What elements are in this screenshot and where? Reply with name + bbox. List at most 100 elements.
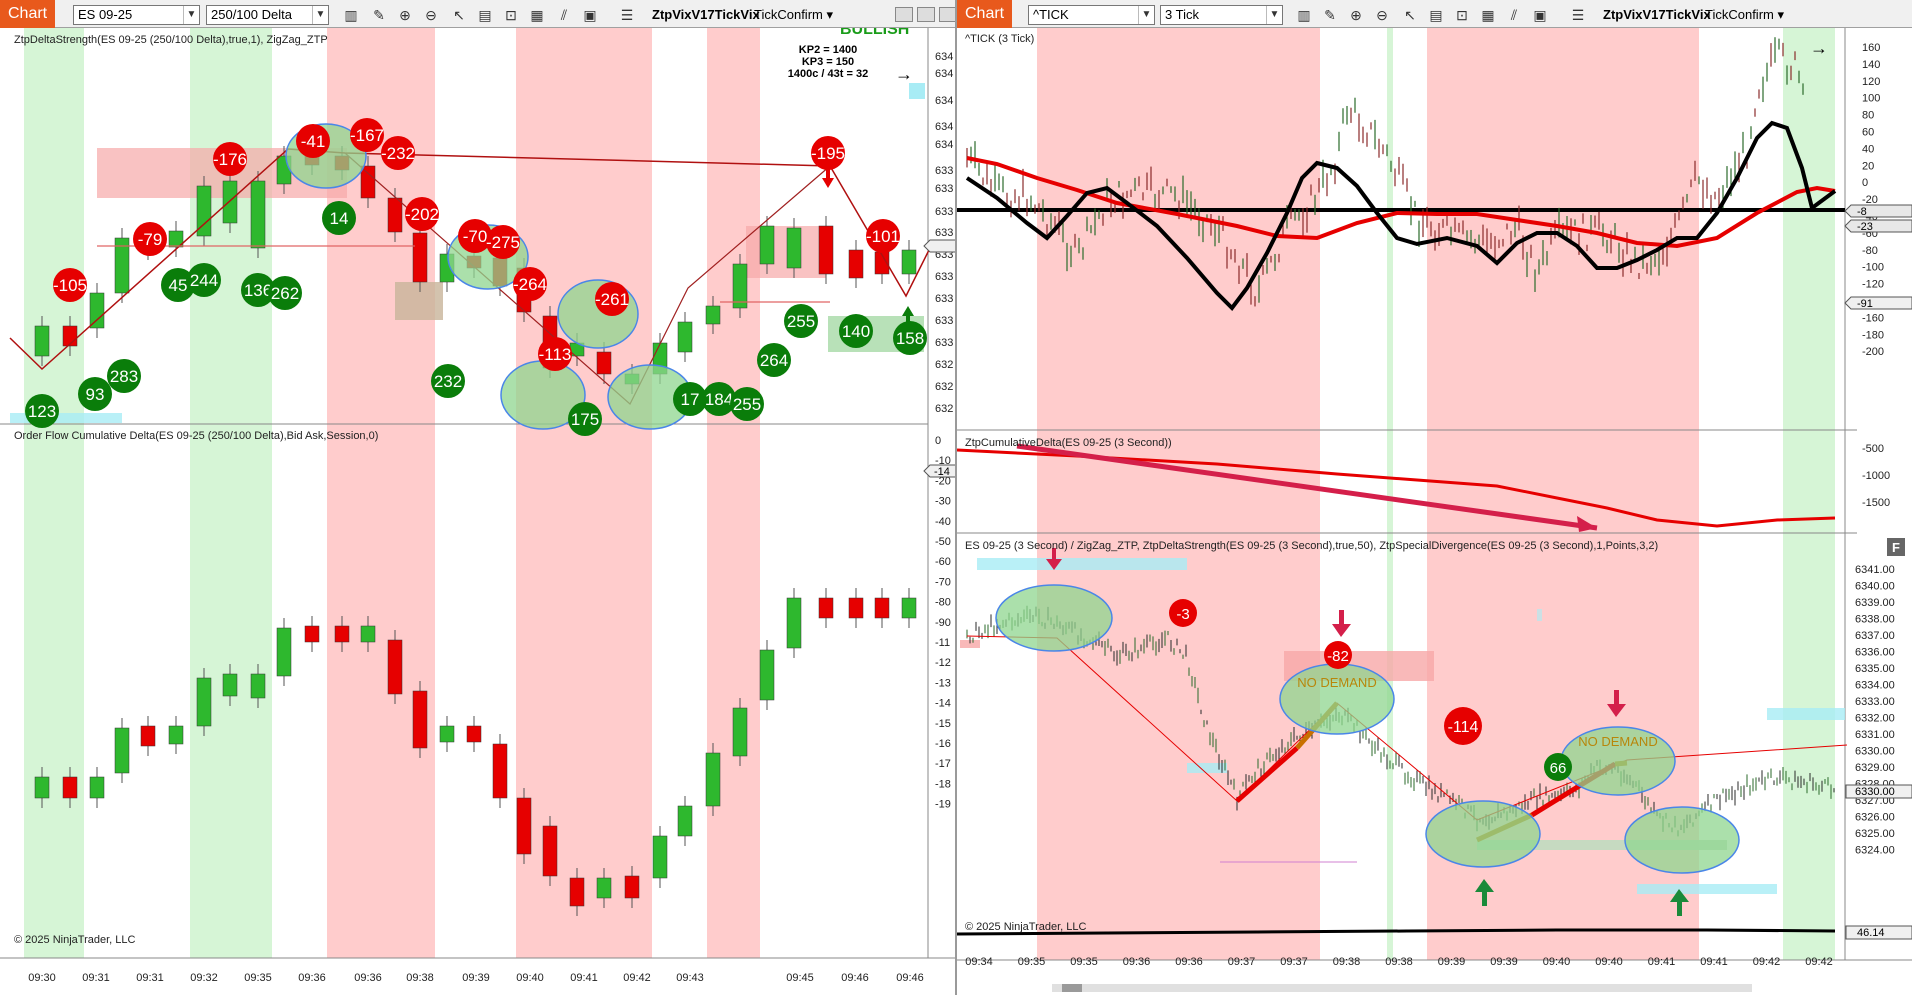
- green-delta-bubble: [702, 382, 736, 416]
- period-selector-left[interactable]: 250/100 Delta ▼: [206, 5, 329, 25]
- panel1-label: ^TICK (3 Tick): [965, 33, 1034, 45]
- f-button-label: F: [1892, 540, 1900, 555]
- horizontal-scrollbar[interactable]: [1052, 984, 1752, 992]
- chevron-down-icon: ▼: [183, 6, 199, 24]
- tick-axis-label: 120: [1862, 76, 1880, 88]
- data-box-icon[interactable]: ▤: [478, 7, 492, 23]
- zoom-in-icon[interactable]: ⊕: [1350, 7, 1362, 23]
- zoom-out-icon[interactable]: ⊖: [425, 7, 437, 23]
- delta-bubble-value: -82: [1327, 648, 1349, 665]
- strategies-icon[interactable]: ⫽: [1510, 7, 1518, 23]
- cumdelta-axis-label: -1500: [1862, 497, 1890, 509]
- navigate-right-icon[interactable]: →: [1810, 38, 1828, 58]
- delta-bubble-value: 66: [1550, 760, 1567, 777]
- instrument-selector-left[interactable]: ES 09-25 ▼: [73, 5, 200, 25]
- properties-icon[interactable]: ▣: [1533, 7, 1547, 23]
- time-tick-label: 09:35: [1018, 956, 1046, 968]
- candle-body: [89, 776, 105, 799]
- time-tick-label: 09:41: [570, 972, 598, 984]
- price-tick-label: 632: [935, 381, 953, 393]
- price-tick-label: 633: [935, 227, 953, 239]
- template-mode: TickConfirm: [1705, 7, 1774, 22]
- time-tick-label: 09:38: [1333, 956, 1361, 968]
- price-axis-label: 6324.00: [1855, 845, 1895, 857]
- time-tick-label: 09:46: [896, 972, 924, 984]
- price-axis-label: 6329.00: [1855, 762, 1895, 774]
- chevron-down-icon: ▼: [1266, 6, 1282, 24]
- pointer-icon[interactable]: ↖: [1404, 7, 1416, 23]
- red-delta-bubble: [133, 222, 167, 256]
- supply-zone: [746, 226, 826, 278]
- price-tick-label: 633: [935, 271, 953, 283]
- green-delta-value: 262: [271, 284, 299, 303]
- data-box-icon[interactable]: ▤: [1429, 7, 1443, 23]
- close-button[interactable]: [939, 7, 955, 22]
- green-delta-value: 255: [733, 395, 761, 414]
- instrument-selector-right[interactable]: ^TICK ▼: [1028, 5, 1155, 25]
- price-tick-label: 633: [935, 183, 953, 195]
- chart-tab-right[interactable]: Chart: [957, 0, 1013, 28]
- pointer-icon[interactable]: ↖: [453, 7, 465, 23]
- chart-trader-icon[interactable]: ⊡: [1456, 7, 1468, 23]
- bear-zone: [1037, 28, 1320, 960]
- green-delta-bubble: [322, 201, 356, 235]
- tick-axis-label: 60: [1862, 127, 1874, 139]
- template-mode-dropdown[interactable]: TickConfirm ▾: [754, 7, 833, 22]
- period-selector-right[interactable]: 3 Tick ▼: [1160, 5, 1283, 25]
- delta-bubble: [1169, 599, 1197, 627]
- pencil-icon[interactable]: ✎: [1324, 7, 1336, 23]
- delta-tick-label: -18: [935, 778, 951, 790]
- properties-icon[interactable]: ▣: [583, 7, 597, 23]
- candle-body: [334, 625, 350, 643]
- zoom-in-icon[interactable]: ⊕: [399, 7, 411, 23]
- time-tick-label: 09:34: [965, 956, 993, 968]
- cumulative-delta-candles: [34, 588, 917, 916]
- time-tick-label: 09:37: [1280, 956, 1308, 968]
- candle-body: [596, 351, 612, 375]
- bar-type-icon[interactable]: ▥: [344, 7, 358, 23]
- indicators-icon[interactable]: ▦: [530, 7, 544, 23]
- pencil-icon[interactable]: ✎: [373, 7, 385, 23]
- candle-body: [677, 805, 693, 837]
- strategies-icon[interactable]: ⫽: [560, 7, 568, 23]
- down-arrow-icon: [1332, 610, 1351, 637]
- indicators-icon[interactable]: ▦: [1481, 7, 1495, 23]
- cumdelta-axis: -500 -1000 -1500: [1862, 443, 1890, 509]
- minimize-button[interactable]: [895, 7, 913, 22]
- chart-tab-left[interactable]: Chart: [0, 0, 56, 28]
- delta-bubble: [1544, 753, 1572, 781]
- candle-body: [786, 597, 802, 649]
- candle-body: [360, 165, 376, 199]
- template-mode-dropdown[interactable]: TickConfirm ▾: [1705, 7, 1784, 22]
- tick-axis-label: -80: [1862, 245, 1878, 257]
- tick-axis-label: -20: [1862, 194, 1878, 206]
- candle-body: [652, 835, 668, 879]
- menu-icon[interactable]: ☰: [620, 7, 634, 23]
- time-axis: 09:34 09:35 09:35 09:36 09:36 09:37 09:37 09:38…: [965, 956, 1833, 968]
- bar-type-icon[interactable]: ▥: [1297, 7, 1311, 23]
- red-delta-bubble: [213, 142, 247, 176]
- right-chart-canvas[interactable]: → NO DEMAND NO DEMAND: [957, 28, 1912, 995]
- candle-body: [360, 625, 376, 643]
- maximize-button[interactable]: [917, 7, 935, 22]
- green-delta-bubble: [161, 268, 195, 302]
- delta-tick-label: -13: [935, 677, 951, 689]
- left-chart-canvas[interactable]: → -105-79-176-41 -167-232-202-70-275-264-…: [0, 28, 957, 995]
- red-delta-value: -105: [53, 276, 87, 295]
- price-axis-label: 6338.00: [1855, 614, 1895, 626]
- chart-trader-icon[interactable]: ⊡: [505, 7, 517, 23]
- copyright: © 2025 NinjaTrader, LLC: [965, 921, 1086, 933]
- delta-marker-label: -14: [934, 466, 950, 478]
- pattern-ellipse: [1425, 800, 1541, 868]
- green-delta-value: 17: [681, 390, 700, 409]
- navigate-right-icon[interactable]: →: [895, 64, 913, 84]
- zoom-out-icon[interactable]: ⊖: [1376, 7, 1388, 23]
- menu-icon[interactable]: ☰: [1571, 7, 1585, 23]
- panel3-label: ES 09-25 (3 Second) / ZigZag_ZTP, ZtpDel…: [965, 540, 1658, 552]
- instrument-value: ES 09-25: [78, 7, 133, 22]
- tick-axis-label: -100: [1862, 262, 1884, 274]
- f-button[interactable]: [1887, 538, 1905, 556]
- panel2-label: ZtpCumulativeDelta(ES 09-25 (3 Second)): [965, 437, 1172, 449]
- scrollbar-thumb[interactable]: [1062, 984, 1082, 992]
- kp3-label: KP3 = 150: [802, 56, 854, 68]
